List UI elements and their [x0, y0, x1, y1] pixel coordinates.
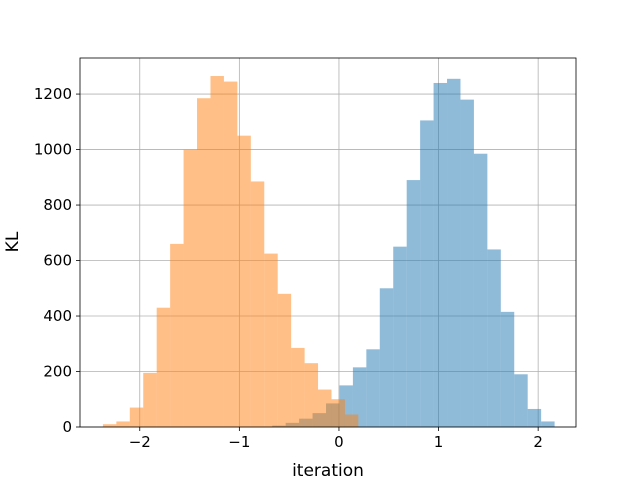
- histogram-bar-series-2: [102, 424, 117, 427]
- histogram-bar-series-1: [473, 153, 488, 427]
- histogram-bar-series-2: [156, 307, 171, 427]
- histogram-bar-series-2: [344, 414, 359, 427]
- histogram-bar-series-2: [197, 98, 211, 428]
- histogram-bar-series-2: [210, 76, 224, 427]
- histogram-bar-series-1: [500, 311, 515, 427]
- histogram-bar-series-2: [143, 372, 157, 427]
- histogram-bar-series-2: [223, 81, 238, 428]
- histogram-bar-series-2: [318, 389, 332, 427]
- y-axis-label: KL: [3, 231, 23, 252]
- histogram-bar-series-1: [541, 421, 555, 427]
- histogram-bar-series-2: [291, 347, 305, 427]
- histogram-bar-series-2: [250, 181, 265, 427]
- histogram-bar-series-2: [129, 407, 144, 427]
- y-tick-label: 600: [43, 252, 72, 270]
- x-tick-label: −1: [228, 433, 250, 451]
- histogram-bar-series-1: [487, 249, 501, 427]
- x-tick-label: 0: [334, 433, 344, 451]
- histogram-bar-series-1: [366, 349, 380, 427]
- histogram-bars: [102, 76, 555, 428]
- histogram-bar-series-2: [277, 293, 292, 427]
- histogram-bar-series-1: [433, 82, 448, 428]
- histogram-bar-series-2: [264, 253, 278, 427]
- histogram-bar-series-2: [331, 399, 345, 427]
- histogram-bar-series-1: [352, 367, 367, 427]
- x-axis-label: iteration: [292, 461, 364, 480]
- histogram-bar-series-1: [514, 374, 528, 427]
- histogram-bar-series-2: [116, 421, 130, 427]
- histogram-bar-series-2: [170, 243, 184, 427]
- y-tick-label: 800: [43, 196, 72, 214]
- y-tick-label: 200: [43, 363, 72, 381]
- histogram-bar-series-2: [237, 135, 251, 427]
- histogram-bar-series-2: [183, 149, 198, 427]
- y-tick-label: 1200: [34, 85, 72, 103]
- histogram-bar-series-1: [527, 408, 542, 427]
- y-tick-label: 0: [62, 418, 72, 436]
- histogram-bar-series-1: [406, 180, 421, 427]
- histogram-bar-series-1: [460, 99, 474, 427]
- x-tick-label: −2: [129, 433, 151, 451]
- histogram-bar-series-1: [393, 246, 407, 427]
- axis-ticks: −2 −1 0 1 2 0 200 400 600 800 1000 1200: [34, 85, 543, 451]
- histogram-bar-series-2: [304, 363, 319, 427]
- histogram-bar-series-1: [420, 120, 434, 428]
- x-tick-label: 1: [434, 433, 444, 451]
- plot-frame: [79, 57, 577, 428]
- y-tick-label: 1000: [34, 141, 72, 159]
- histogram-bar-series-1: [379, 288, 394, 427]
- y-tick-label: 400: [43, 307, 72, 325]
- histogram-bar-series-1: [447, 78, 461, 427]
- x-tick-label: 2: [533, 433, 543, 451]
